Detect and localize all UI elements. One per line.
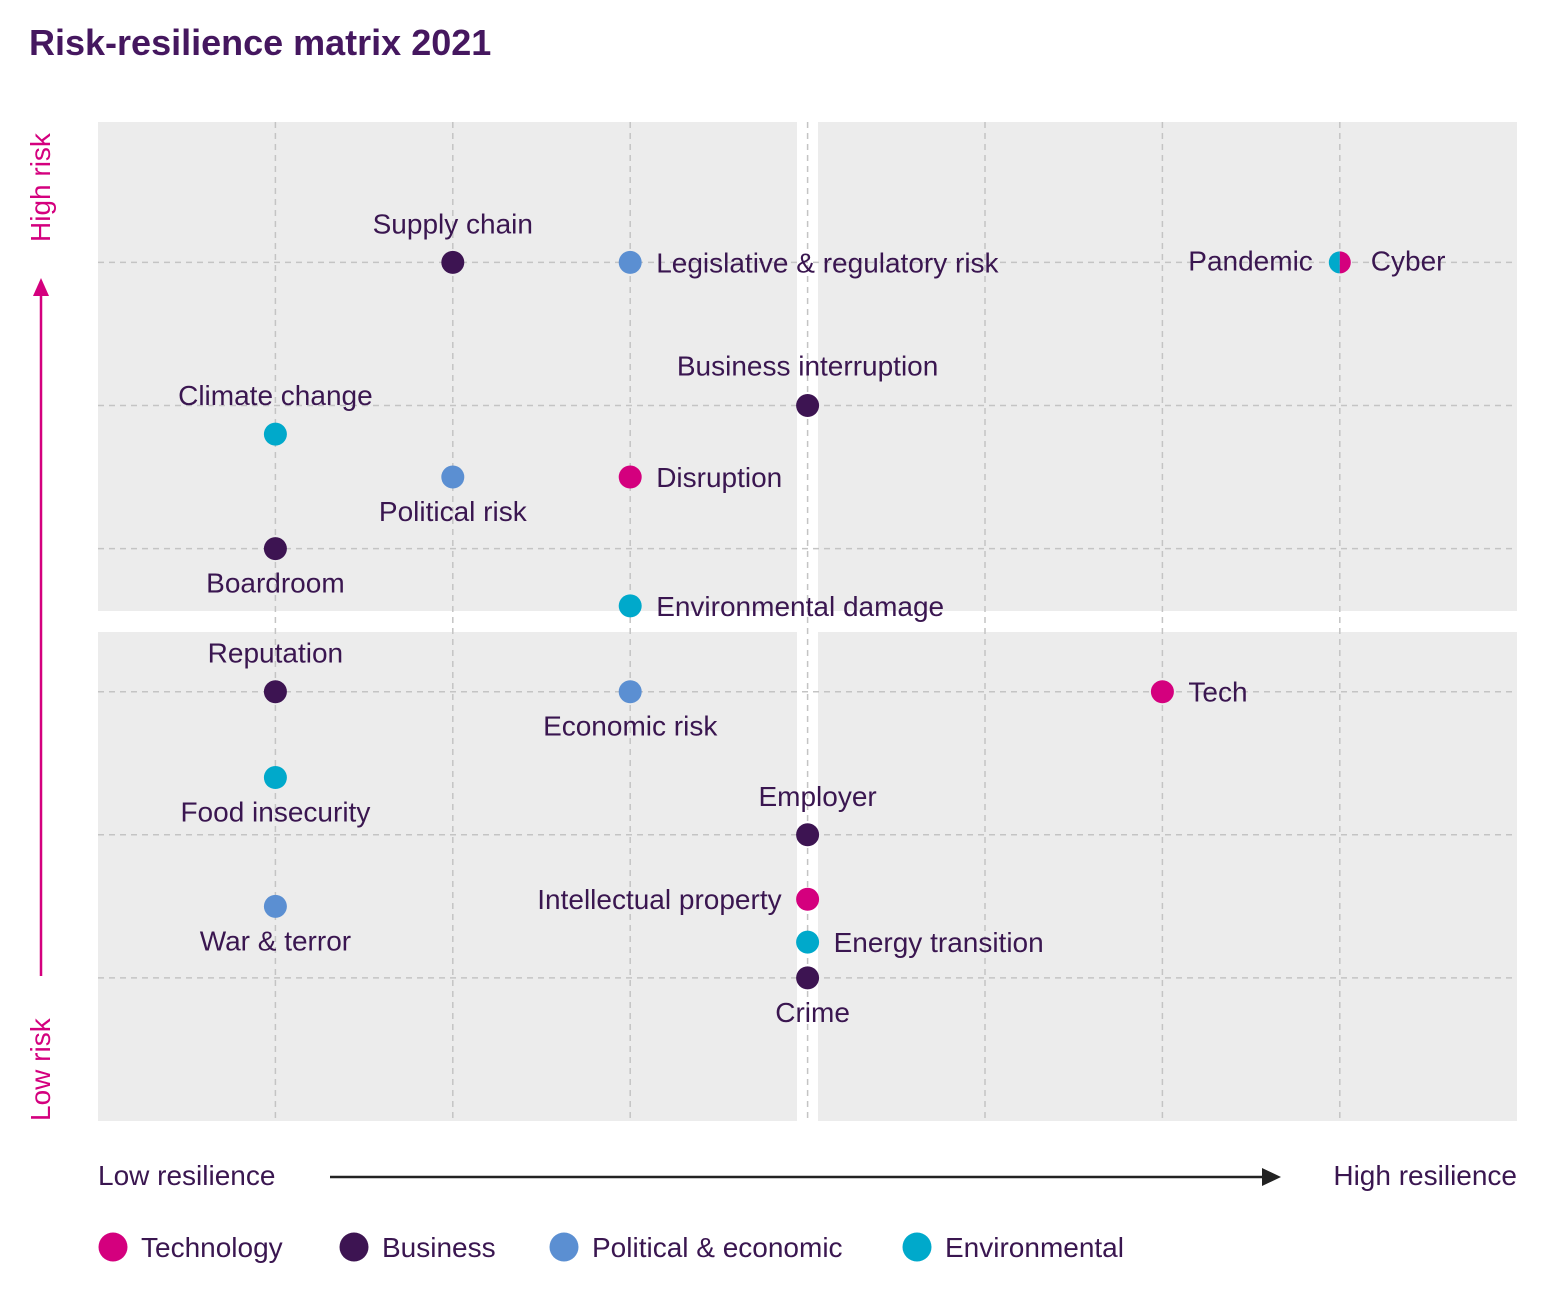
- point-climate-change: [263, 422, 287, 446]
- point-employer: [796, 823, 820, 847]
- y-label-high: High risk: [25, 132, 56, 242]
- legend-label-political-economic: Political & economic: [592, 1232, 843, 1263]
- point-crime: [796, 966, 820, 990]
- y-label-low: Low risk: [25, 1017, 56, 1121]
- legend: Technology Business Political & economic En…: [98, 1232, 1124, 1263]
- label-war-terror: War & terror: [200, 925, 351, 956]
- point-pandemic: [1328, 251, 1340, 274]
- label-economic-risk: Economic risk: [543, 711, 718, 742]
- label-supply-chain: Supply chain: [373, 208, 533, 239]
- quadrant-top-right: [818, 122, 1517, 611]
- point-legislative-regulatory-risk: [618, 250, 642, 274]
- x-axis-arrowhead-icon: [1262, 1168, 1281, 1186]
- label-disruption: Disruption: [656, 462, 782, 493]
- label-legislative-regulatory-risk: Legislative & regulatory risk: [656, 247, 999, 278]
- point-economic-risk: [618, 680, 642, 704]
- chart-title: Risk-resilience matrix 2021: [29, 22, 491, 63]
- legend-label-environmental: Environmental: [945, 1232, 1124, 1263]
- quadrants: [98, 122, 1517, 1121]
- label-boardroom: Boardroom: [206, 568, 345, 599]
- point-cyber: [1339, 251, 1351, 274]
- x-label-high: High resilience: [1333, 1160, 1517, 1191]
- legend-label-business: Business: [382, 1232, 496, 1263]
- label-pandemic: Pandemic: [1188, 245, 1313, 276]
- label-energy-transition: Energy transition: [834, 927, 1044, 958]
- label-business-interruption: Business interruption: [677, 351, 938, 382]
- point-energy-transition: [796, 930, 820, 954]
- legend-swatch-business: [339, 1232, 369, 1262]
- quadrant-bottom-right: [818, 632, 1517, 1121]
- legend-label-technology: Technology: [141, 1232, 283, 1263]
- label-environmental-damage: Environmental damage: [656, 591, 944, 622]
- point-war-terror: [263, 894, 287, 918]
- legend-swatch-technology: [98, 1232, 128, 1262]
- label-employer: Employer: [758, 781, 876, 812]
- point-supply-chain: [441, 250, 465, 274]
- point-food-insecurity: [263, 766, 287, 790]
- point-political-risk: [441, 465, 465, 489]
- label-political-risk: Political risk: [379, 496, 528, 527]
- quadrant-top-left: [98, 122, 797, 611]
- label-reputation: Reputation: [208, 638, 343, 669]
- label-intellectual-property: Intellectual property: [537, 884, 781, 915]
- data-points: Supply chain Legislative & regulatory ris…: [178, 208, 1445, 1028]
- point-tech: [1150, 680, 1174, 704]
- point-intellectual-property: [796, 887, 820, 911]
- legend-swatch-environmental: [902, 1232, 932, 1262]
- point-business-interruption: [796, 394, 820, 417]
- point-disruption: [618, 465, 642, 489]
- point-boardroom: [263, 537, 287, 561]
- y-axis-arrowhead-icon: [33, 278, 49, 296]
- x-label-low: Low resilience: [98, 1160, 275, 1191]
- label-tech: Tech: [1188, 677, 1247, 708]
- label-food-insecurity: Food insecurity: [180, 797, 370, 828]
- quadrant-bottom-left: [98, 632, 797, 1121]
- legend-swatch-political-economic: [549, 1232, 579, 1262]
- point-reputation: [263, 680, 287, 704]
- point-environmental-damage: [618, 594, 642, 618]
- label-cyber: Cyber: [1371, 245, 1446, 276]
- label-climate-change: Climate change: [178, 380, 373, 411]
- label-crime: Crime: [775, 997, 850, 1028]
